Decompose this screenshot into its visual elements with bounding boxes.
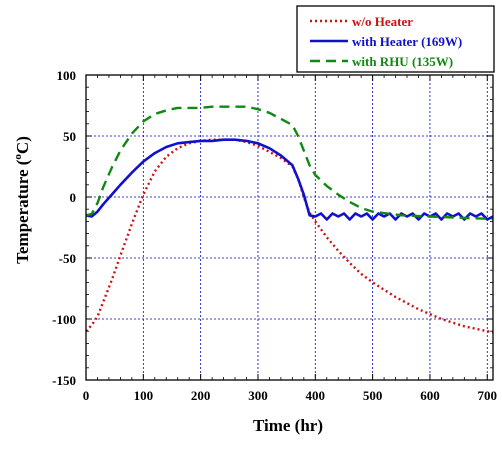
y-tick-label: 50 xyxy=(63,129,76,144)
x-tick-label: 100 xyxy=(134,388,154,403)
legend-label-1: w/o Heater xyxy=(352,14,413,29)
legend: w/o Heater with Heater (169W) with RHU (13… xyxy=(296,5,495,73)
x-tick-label: 300 xyxy=(248,388,268,403)
y-tick-label: 0 xyxy=(70,190,77,205)
grid-lines xyxy=(86,75,493,380)
y-label-part-1: Temperature ( xyxy=(13,159,32,264)
plot-frame xyxy=(85,74,494,381)
y-tick-label: -150 xyxy=(52,373,76,388)
y-label-part-2: C) xyxy=(13,136,32,154)
y-label-superscript: o xyxy=(12,154,24,160)
x-tick-label: 600 xyxy=(420,388,440,403)
legend-label-2: with Heater (169W) xyxy=(352,34,462,49)
series-line-1 xyxy=(85,138,494,334)
y-tick-label: -100 xyxy=(52,312,76,327)
y-tick-label: 100 xyxy=(57,68,77,83)
y-axis-label: Temperature (oC) xyxy=(12,136,32,264)
series-line-3 xyxy=(85,105,494,221)
y-tick-label: -50 xyxy=(59,251,76,266)
x-tick-label: 0 xyxy=(83,388,90,403)
legend-label-3: with RHU (135W) xyxy=(352,54,453,69)
x-tick-label: 400 xyxy=(306,388,326,403)
series-line-2 xyxy=(85,138,494,221)
x-axis-label: Time (hr) xyxy=(253,416,323,435)
axis-ticks xyxy=(85,74,493,381)
x-tick-label: 700 xyxy=(478,388,498,403)
series-lines xyxy=(85,105,494,334)
tick-labels: 0 100 200 300 400 500 600 700 -150 -100 -50 0 50 100 xyxy=(52,68,497,403)
x-tick-label: 500 xyxy=(363,388,383,403)
x-tick-label: 200 xyxy=(191,388,211,403)
